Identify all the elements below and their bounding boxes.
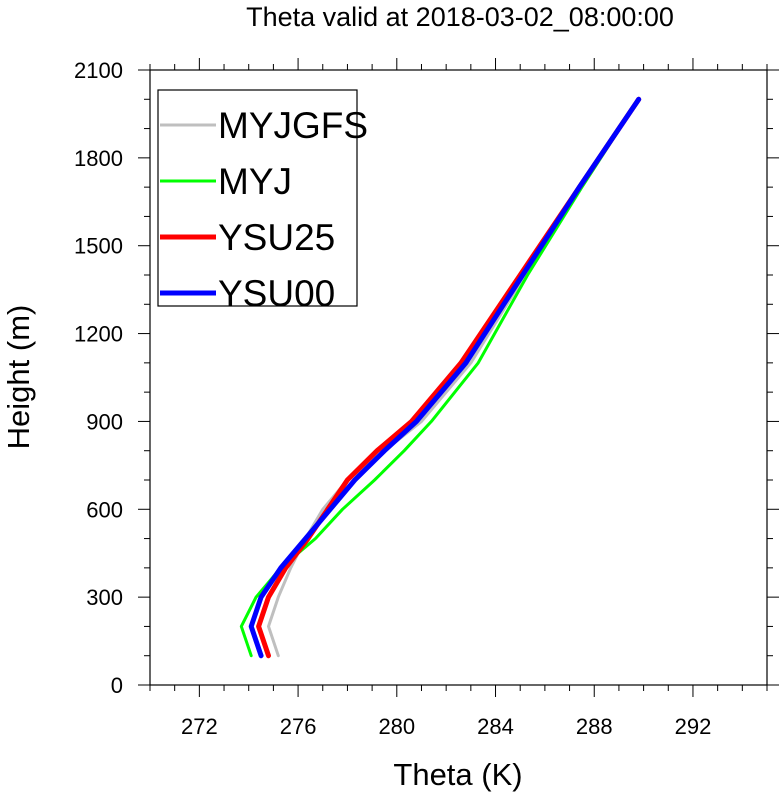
x-tick-label: 284 bbox=[477, 714, 514, 739]
series-line-ysu00 bbox=[248, 96, 642, 659]
x-tick-label: 272 bbox=[181, 714, 218, 739]
y-tick-label: 2100 bbox=[74, 58, 123, 83]
x-tick-label: 276 bbox=[280, 714, 317, 739]
legend-label-myjgfs: MYJGFS bbox=[218, 105, 368, 146]
tick-labels: 272 276 280 284 288 292 0 300 600 900 1200 1500 1800… bbox=[74, 58, 711, 739]
legend-label-myj: MYJ bbox=[218, 161, 292, 202]
x-tick-label: 288 bbox=[576, 714, 613, 739]
legend-label-ysu25: YSU25 bbox=[218, 217, 335, 258]
series-line-myj bbox=[239, 97, 641, 658]
legend: MYJGFS MYJ YSU25 YSU00 bbox=[157, 89, 368, 314]
plot-frame bbox=[149, 69, 768, 686]
legend-label-ysu00: YSU00 bbox=[218, 273, 335, 314]
y-tick-label: 900 bbox=[86, 409, 123, 434]
y-tick-label: 1800 bbox=[74, 146, 123, 171]
x-tick-label: 292 bbox=[675, 714, 712, 739]
y-axis-label: Height (m) bbox=[1, 305, 36, 450]
chart-title: Theta valid at 2018-03-02_08:00:00 bbox=[246, 2, 674, 32]
y-tick-label: 600 bbox=[86, 497, 123, 522]
y-tick-label: 1500 bbox=[74, 234, 123, 259]
y-tick-label: 300 bbox=[86, 585, 123, 610]
y-tick-label: 1200 bbox=[74, 322, 123, 347]
y-tick-label: 0 bbox=[111, 673, 123, 698]
axis-ticks bbox=[138, 58, 779, 697]
x-tick-label: 280 bbox=[378, 714, 415, 739]
x-axis-label: Theta (K) bbox=[393, 757, 522, 792]
series-lines bbox=[239, 96, 642, 659]
